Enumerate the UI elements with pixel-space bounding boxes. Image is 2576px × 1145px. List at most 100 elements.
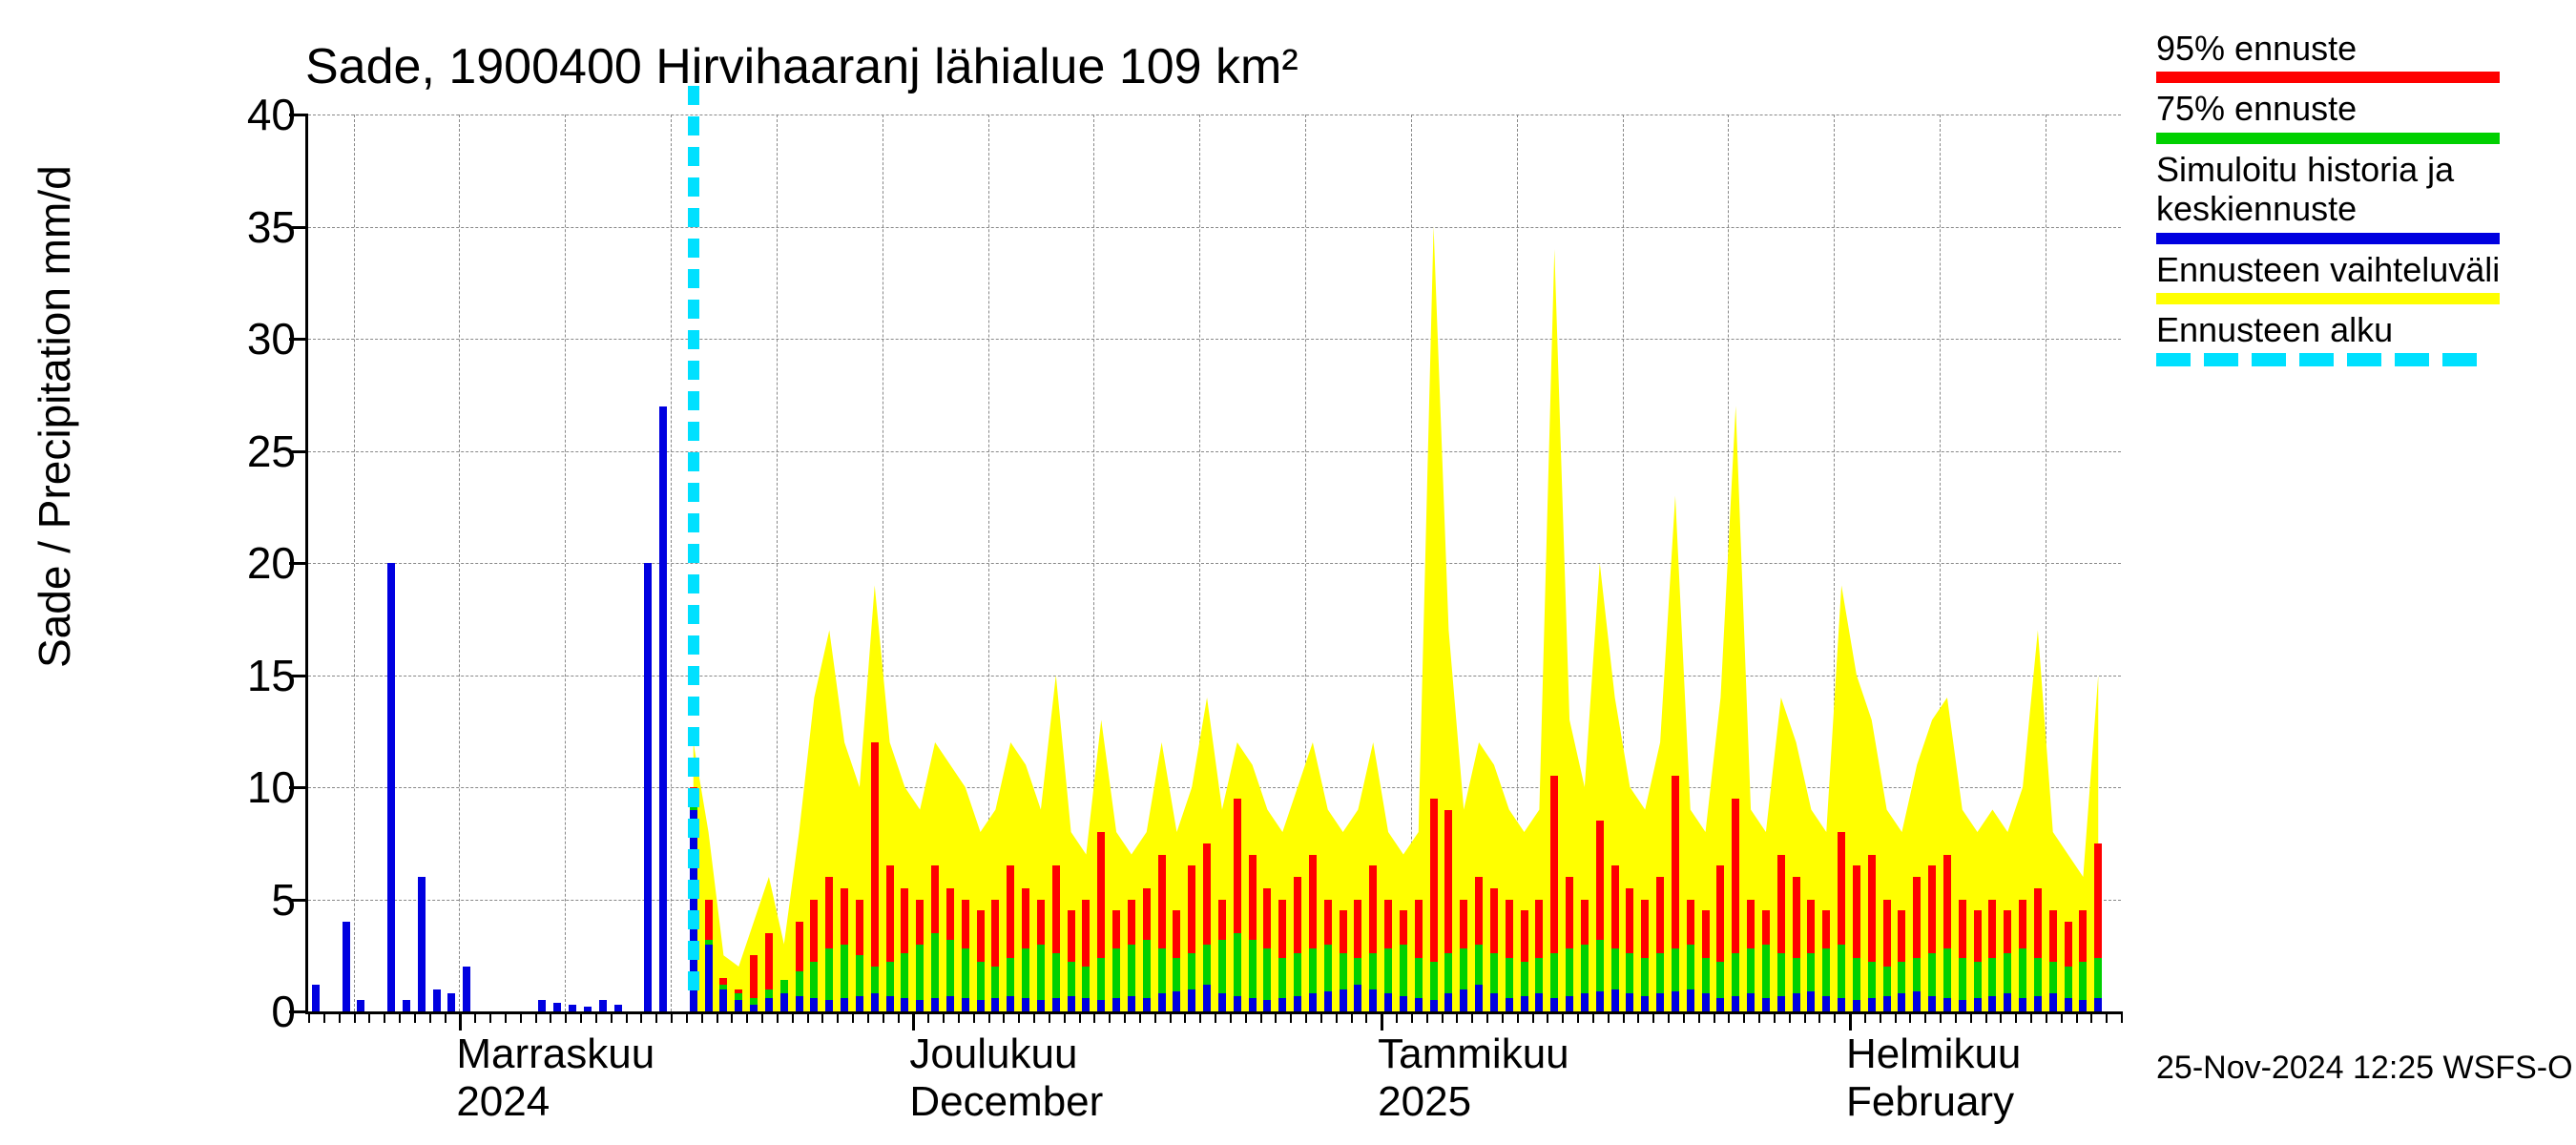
blue-forecast-bar — [1898, 993, 1905, 1011]
blue-forecast-bar — [780, 993, 788, 1011]
blue-forecast-bar — [1143, 998, 1151, 1011]
history-bar — [659, 406, 667, 1012]
blue-forecast-bar — [1535, 993, 1543, 1011]
blue-forecast-bar — [977, 1000, 985, 1011]
history-bar — [357, 1000, 364, 1011]
blue-forecast-bar — [1687, 989, 1694, 1012]
blue-forecast-bar — [796, 996, 803, 1011]
blue-forecast-bar — [901, 998, 908, 1011]
blue-forecast-bar — [2065, 998, 2072, 1011]
blue-forecast-bar — [1732, 996, 1739, 1011]
y-tick-label: 10 — [219, 761, 296, 813]
blue-forecast-bar — [962, 998, 969, 1011]
blue-forecast-bar — [931, 998, 939, 1011]
blue-forecast-bar — [1324, 991, 1332, 1011]
blue-forecast-bar — [1550, 998, 1558, 1011]
blue-forecast-bar — [1626, 993, 1633, 1011]
blue-forecast-bar — [1052, 998, 1060, 1011]
blue-forecast-bar — [1490, 993, 1498, 1011]
y-tick-label: 40 — [219, 89, 296, 140]
blue-forecast-bar — [1581, 993, 1589, 1011]
blue-forecast-bar — [1218, 993, 1226, 1011]
forecast-start-line — [688, 86, 699, 1011]
blue-forecast-bar — [1506, 998, 1513, 1011]
y-tick-label: 20 — [219, 537, 296, 589]
blue-forecast-bar — [1868, 998, 1876, 1011]
y-tick-label: 30 — [219, 313, 296, 364]
blue-forecast-bar — [1475, 985, 1483, 1011]
blue-forecast-bar — [1716, 998, 1724, 1011]
x-month-label-top: Helmikuu — [1846, 1030, 2021, 1078]
blue-forecast-bar — [1974, 998, 1982, 1011]
blue-forecast-bar — [1022, 998, 1029, 1011]
history-bar — [403, 1000, 410, 1011]
blue-forecast-bar — [1444, 993, 1452, 1011]
blue-forecast-bar — [1959, 1000, 1966, 1011]
blue-forecast-bar — [1263, 1000, 1271, 1011]
x-month-label-top: Tammikuu — [1378, 1030, 1569, 1078]
blue-forecast-bar — [2019, 998, 2026, 1011]
blue-forecast-bar — [1793, 993, 1800, 1011]
y-tick-label: 0 — [219, 986, 296, 1037]
history-bar — [312, 985, 320, 1011]
blue-forecast-bar — [705, 945, 713, 1012]
y-axis-label: Sade / Precipitation mm/d — [29, 165, 80, 668]
blue-forecast-bar — [1596, 991, 1604, 1011]
blue-forecast-bar — [886, 996, 894, 1011]
blue-forecast-bar — [1641, 996, 1649, 1011]
blue-forecast-bar — [2004, 993, 2011, 1011]
x-month-label-bottom: December — [909, 1078, 1103, 1126]
history-bar — [463, 967, 470, 1011]
blue-forecast-bar — [856, 996, 863, 1011]
blue-forecast-bar — [1611, 989, 1619, 1012]
blue-forecast-bar — [1203, 985, 1211, 1011]
y-tick-label: 5 — [219, 874, 296, 926]
history-bar — [644, 563, 652, 1011]
x-month-label-top: Joulukuu — [909, 1030, 1077, 1078]
blue-forecast-bar — [1354, 985, 1361, 1011]
blue-forecast-bar — [1188, 989, 1195, 1012]
precipitation-chart: Sade, 1900400 Hirvihaaranj lähialue 109 … — [0, 0, 2576, 1145]
blue-forecast-bar — [991, 998, 999, 1011]
blue-forecast-bar — [946, 996, 954, 1011]
timestamp-label: 25-Nov-2024 12:25 WSFS-O — [2156, 1050, 2573, 1087]
blue-forecast-bar — [1097, 1000, 1105, 1011]
blue-forecast-bar — [1234, 996, 1241, 1011]
legend-item: 95% ennuste — [2156, 29, 2557, 83]
blue-forecast-bar — [1415, 998, 1423, 1011]
blue-forecast-bar — [871, 993, 879, 1011]
blue-forecast-bar — [1566, 996, 1573, 1011]
y-tick-label: 25 — [219, 426, 296, 477]
blue-forecast-bar — [1173, 991, 1180, 1011]
blue-forecast-bar — [1853, 1000, 1860, 1011]
history-bar — [447, 993, 455, 1011]
blue-forecast-bar — [1702, 993, 1710, 1011]
blue-forecast-bar — [1807, 991, 1815, 1011]
y-tick-label: 15 — [219, 650, 296, 701]
legend-item: Ennusteen vaihteluväli — [2156, 250, 2557, 304]
blue-forecast-bar — [825, 1000, 833, 1011]
legend: 95% ennuste75% ennusteSimuloitu historia… — [2156, 29, 2557, 372]
blue-forecast-bar — [1460, 989, 1467, 1012]
blue-forecast-bar — [1249, 998, 1257, 1011]
blue-forecast-bar — [1430, 1000, 1438, 1011]
blue-forecast-bar — [810, 998, 818, 1011]
blue-forecast-bar — [1384, 993, 1392, 1011]
blue-forecast-bar — [841, 998, 848, 1011]
blue-forecast-bar — [1340, 989, 1347, 1012]
blue-forecast-bar — [1928, 996, 1936, 1011]
blue-forecast-bar — [1521, 996, 1528, 1011]
blue-forecast-bar — [2049, 993, 2057, 1011]
x-month-label-bottom: 2024 — [456, 1078, 550, 1126]
legend-swatch — [2156, 133, 2500, 144]
blue-forecast-bar — [2034, 996, 2042, 1011]
blue-forecast-bar — [1007, 996, 1014, 1011]
blue-forecast-bar — [1672, 991, 1679, 1011]
chart-title: Sade, 1900400 Hirvihaaranj lähialue 109 … — [305, 38, 1298, 95]
history-bar — [614, 1005, 622, 1011]
history-bar — [599, 1000, 607, 1011]
history-bar — [343, 922, 350, 1011]
blue-forecast-bar — [1037, 1000, 1045, 1011]
blue-forecast-bar — [1158, 993, 1166, 1011]
history-bar — [433, 989, 441, 1012]
